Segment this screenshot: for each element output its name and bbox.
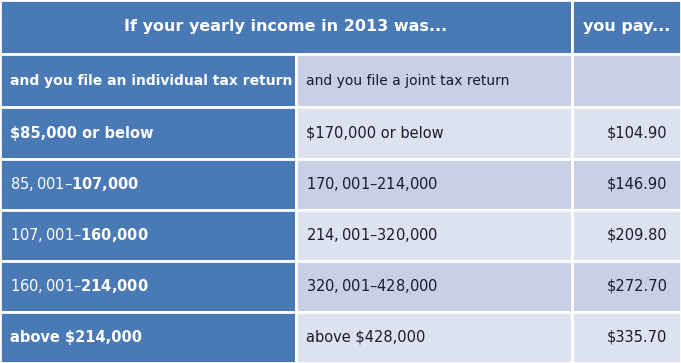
Text: $214,001–$320,000: $214,001–$320,000 [306,226,439,244]
Bar [296,261,572,312]
Bar [572,107,681,159]
Bar [0,107,296,159]
Bar [296,312,572,363]
Text: above $214,000: above $214,000 [10,330,142,345]
Bar [296,159,572,210]
Text: $335.70: $335.70 [607,330,667,345]
Bar [0,159,296,210]
Text: and you file a joint tax return: and you file a joint tax return [306,74,510,87]
Text: $160,001–$214,000: $160,001–$214,000 [10,277,148,295]
Text: $107,001–$160,000: $107,001–$160,000 [10,226,148,244]
Text: $209.80: $209.80 [607,228,667,243]
Bar [296,107,572,159]
Bar [572,261,681,312]
Bar [296,210,572,261]
Text: and you file an individual tax return: and you file an individual tax return [10,74,293,87]
Bar [572,210,681,261]
Text: $85,000 or below: $85,000 or below [10,126,154,140]
Bar [572,54,681,107]
Text: $272.70: $272.70 [606,279,667,294]
Bar [296,54,572,107]
Bar [572,159,681,210]
Text: above $428,000: above $428,000 [306,330,426,345]
Bar [572,312,681,363]
Text: $146.90: $146.90 [607,177,667,192]
Text: $170,000 or below: $170,000 or below [306,126,444,140]
Text: $104.90: $104.90 [607,126,667,140]
Bar [0,312,296,363]
Bar [0,210,296,261]
Bar [0,54,296,107]
Bar [572,0,681,54]
Text: you pay...: you pay... [583,19,670,34]
Text: If your yearly income in 2013 was...: If your yearly income in 2013 was... [125,19,447,34]
Bar [0,0,572,54]
Text: $170,001–$214,000: $170,001–$214,000 [306,175,439,193]
Bar [0,261,296,312]
Text: $85,001–$107,000: $85,001–$107,000 [10,175,140,193]
Text: $320,001–$428,000: $320,001–$428,000 [306,277,439,295]
